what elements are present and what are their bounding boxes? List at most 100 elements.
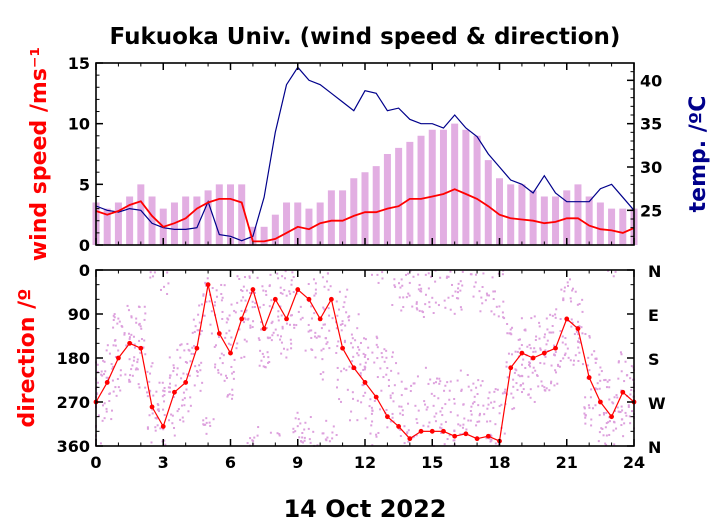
direction-spread-point	[166, 271, 169, 274]
direction-spread-point	[588, 334, 591, 337]
direction-spread-point	[105, 410, 108, 413]
direction-spread-point	[428, 301, 431, 304]
direction-spread-point	[561, 341, 564, 344]
direction-spread-point	[247, 317, 250, 320]
direction-spread-point	[370, 406, 373, 409]
direction-spread-point	[310, 317, 313, 320]
direction-spread-point	[262, 355, 265, 358]
direction-spread-point	[127, 309, 130, 312]
direction-spread-point	[279, 286, 282, 289]
direction-spread-point	[198, 304, 201, 307]
direction-spread-point	[403, 442, 406, 445]
direction-spread-point	[284, 270, 287, 273]
direction-spread-point	[156, 416, 159, 419]
direction-spread-point	[429, 275, 432, 278]
direction-spread-point	[112, 344, 115, 347]
direction-spread-point	[600, 427, 603, 430]
direction-spread-point	[490, 310, 493, 313]
direction-spread-point	[441, 407, 444, 410]
mean-direction-segment	[207, 284, 220, 334]
direction-spread-point	[172, 370, 175, 373]
direction-spread-point	[457, 297, 460, 300]
direction-spread-point	[460, 389, 463, 392]
direction-spread-point	[462, 423, 465, 426]
direction-spread-point	[424, 273, 427, 276]
direction-spread-point	[112, 326, 115, 329]
direction-spread-point	[257, 337, 260, 340]
direction-spread-point	[628, 415, 631, 418]
direction-spread-point	[424, 403, 427, 406]
direction-spread-point	[253, 291, 256, 294]
direction-spread-point	[96, 392, 99, 395]
direction-spread-point	[406, 431, 409, 434]
direction-spread-point	[114, 355, 117, 358]
direction-spread-point	[460, 308, 463, 311]
direction-spread-point	[564, 352, 567, 355]
direction-spread-point	[163, 394, 166, 397]
direction-spread-point	[130, 333, 133, 336]
direction-spread-point	[133, 343, 136, 346]
direction-spread-point	[162, 389, 165, 392]
direction-spread-point	[477, 379, 480, 382]
direction-spread-point	[340, 400, 343, 403]
direction-spread-point	[140, 327, 143, 330]
direction-spread-point	[220, 283, 223, 286]
compass-tick-label: W	[648, 394, 666, 413]
direction-spread-point	[269, 431, 272, 434]
direction-spread-point	[162, 428, 165, 431]
direction-spread-point	[504, 392, 507, 395]
direction-spread-point	[351, 360, 354, 363]
direction-spread-point	[251, 306, 254, 309]
mean-direction-segment	[498, 367, 512, 442]
direction-spread-point	[518, 375, 521, 378]
direction-spread-point	[347, 319, 350, 322]
direction-spread-point	[171, 414, 174, 417]
direction-spread-point	[391, 355, 394, 358]
direction-spread-point	[249, 291, 252, 294]
direction-spread-point	[343, 367, 346, 370]
direction-spread-point	[293, 323, 296, 326]
direction-spread-point	[276, 334, 279, 337]
direction-spread-point	[200, 361, 203, 364]
direction-spread-point	[281, 327, 284, 330]
direction-spread-point	[245, 309, 248, 312]
compass-tick-label: N	[648, 438, 661, 457]
direction-spread-point	[228, 393, 231, 396]
direction-spread-point	[377, 281, 380, 284]
direction-spread-point	[133, 346, 136, 349]
direction-spread-point	[119, 374, 122, 377]
direction-spread-point	[276, 432, 279, 435]
direction-spread-point	[208, 300, 211, 303]
direction-spread-point	[179, 344, 182, 347]
direction-spread-point	[552, 331, 555, 334]
direction-spread-point	[348, 365, 351, 368]
direction-spread-point	[587, 404, 590, 407]
direction-spread-point	[577, 359, 580, 362]
direction-spread-point	[346, 388, 349, 391]
direction-spread-point	[112, 365, 115, 368]
direction-spread-point	[102, 404, 105, 407]
direction-spread-point	[222, 354, 225, 357]
direction-spread-point	[241, 290, 244, 293]
direction-spread-point	[328, 347, 331, 350]
direction-spread-point	[408, 294, 411, 297]
direction-spread-point	[416, 308, 419, 311]
direction-spread-point	[112, 314, 115, 317]
direction-spread-point	[271, 334, 274, 337]
direction-spread-point	[290, 347, 293, 350]
direction-spread-point	[249, 326, 252, 329]
direction-spread-point	[176, 367, 179, 370]
direction-spread-point	[520, 344, 523, 347]
bottom-x-ticks: 0 3 6 9 12 15 18 21 24	[90, 270, 645, 472]
direction-spread-point	[561, 335, 564, 338]
direction-spread-point	[313, 335, 316, 338]
direction-spread-point	[252, 440, 255, 443]
direction-spread-point	[462, 403, 465, 406]
direction-spread-point	[452, 439, 455, 442]
direction-spread-point	[226, 395, 229, 398]
direction-spread-point	[159, 427, 162, 430]
direction-spread-point	[369, 398, 372, 401]
direction-spread-point	[277, 319, 280, 322]
direction-spread-point	[559, 359, 562, 362]
direction-spread-point	[262, 365, 265, 368]
